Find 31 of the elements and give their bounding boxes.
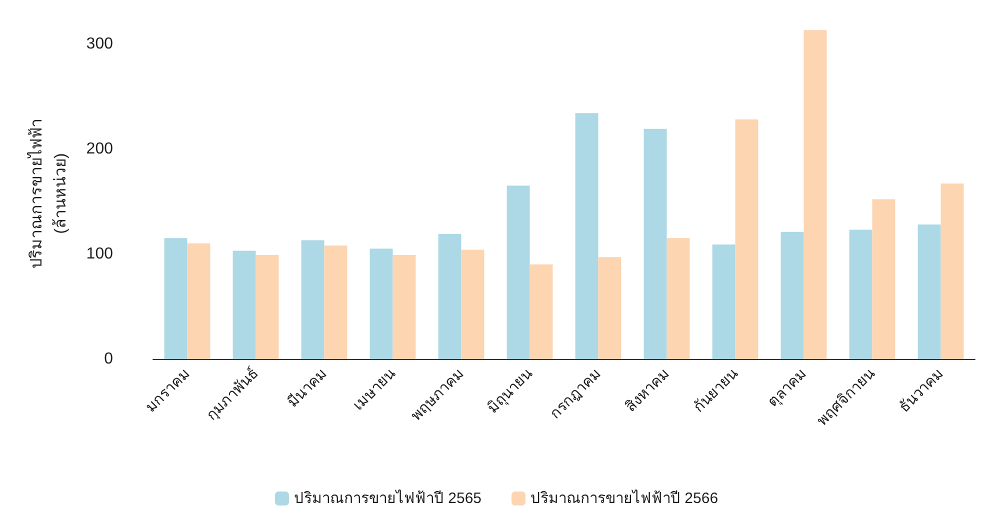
bar (187, 243, 210, 359)
legend-label: ปริมาณการขายไฟฟ้าปี 2565 (294, 489, 482, 507)
bar (712, 244, 736, 359)
bar (256, 254, 279, 359)
bar (598, 257, 622, 359)
y-tick-label: 200 (86, 140, 114, 158)
bar (370, 248, 393, 359)
y-tick-label: 300 (86, 35, 114, 52)
bar (804, 30, 827, 359)
bar (666, 238, 690, 359)
y-tick-label: 0 (104, 350, 114, 368)
bar (530, 264, 553, 359)
bar (506, 186, 530, 359)
bar (849, 230, 872, 359)
bar (438, 234, 462, 359)
bar (940, 184, 964, 359)
bar (575, 113, 598, 359)
bar (324, 246, 348, 359)
bar (392, 254, 416, 359)
y-axis-title: ปริมาณการขายไฟฟ้า (ล้านหน่วย) (26, 118, 70, 268)
bar (735, 119, 758, 359)
bar (872, 199, 896, 359)
y-tick-label: 100 (86, 245, 114, 262)
bar (301, 240, 324, 359)
bar (461, 250, 484, 359)
bar (164, 238, 188, 359)
bar (780, 232, 804, 359)
bar (644, 128, 667, 359)
bar (232, 250, 256, 359)
bar (918, 224, 941, 359)
legend-label: ปริมาณการขายไฟฟ้าปี 2566 (530, 489, 718, 507)
